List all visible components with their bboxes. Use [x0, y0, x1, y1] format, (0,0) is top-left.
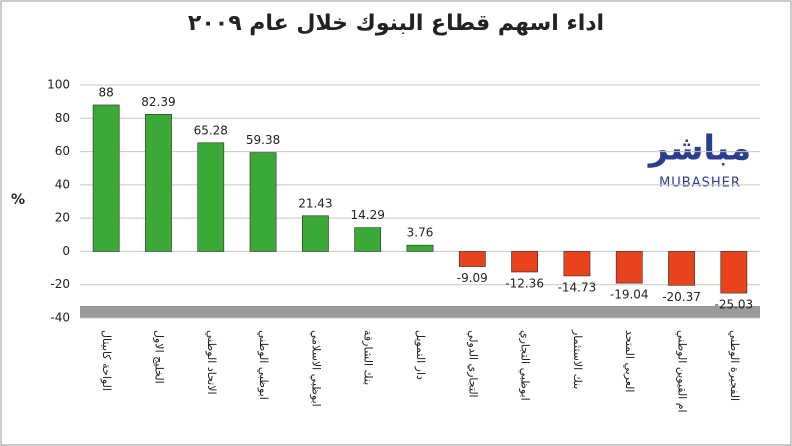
x-tick-label: دار التمويل: [414, 330, 427, 380]
x-tick-label: الخليج الاول: [152, 330, 165, 384]
y-tick-label: 20: [55, 211, 70, 225]
bar: [145, 114, 172, 252]
x-tick-label: ام القيوين الوطني: [676, 330, 689, 413]
value-label: 14.29: [351, 208, 385, 222]
x-tick-label: ابوظبي الوطني: [257, 330, 270, 400]
y-tick-label: 80: [55, 111, 70, 125]
value-label: 88: [99, 85, 114, 99]
bar: [197, 142, 225, 252]
logo-arabic: مباشر: [647, 129, 751, 169]
value-label: -12.36: [505, 276, 544, 290]
x-tick-label: الفجيرة الوطني: [728, 330, 741, 401]
logo-latin: MUBASHER: [659, 176, 741, 191]
bar: [302, 215, 329, 252]
bar: [249, 152, 277, 252]
chart-title: اداء اسهم قطاع البنوك خلال عام ٢٠٠٩: [188, 11, 604, 36]
value-label: 21.43: [298, 196, 332, 210]
x-tick-label: الاتحاد الوطني: [205, 330, 218, 395]
bar: [668, 251, 695, 286]
x-tick-label: ابوظبي الاسلامي: [309, 330, 322, 407]
y-tick-label: 60: [55, 144, 70, 158]
x-tick-label: بنك الشارقة: [362, 330, 375, 385]
value-label: -25.03: [715, 298, 754, 312]
bar: [720, 251, 748, 294]
y-tick-label: 0: [62, 244, 70, 258]
value-label: 59.38: [246, 133, 280, 147]
y-tick-label: -20: [50, 277, 70, 291]
x-tick-label: العربي المتحد: [623, 330, 636, 392]
floor: [80, 306, 760, 318]
y-axis-label: %: [11, 192, 25, 208]
bar: [354, 227, 382, 252]
value-label: -9.09: [457, 271, 488, 285]
bar: [615, 251, 643, 284]
x-tick-label: ابوظبي التجاري: [519, 330, 532, 401]
value-label: -14.73: [558, 280, 597, 294]
value-label: 65.28: [194, 123, 228, 137]
value-label: -19.04: [610, 288, 649, 302]
bar: [92, 104, 120, 252]
value-label: -20.37: [662, 290, 701, 304]
value-label: 3.76: [407, 226, 434, 240]
value-label: 82.39: [141, 95, 175, 109]
x-tick-label: بنك الاستثمار: [571, 329, 584, 389]
x-tick-label: التجاري الدولي: [466, 330, 479, 398]
bar: [563, 251, 591, 277]
y-tick-label: 100: [47, 78, 70, 92]
bar: [458, 251, 486, 267]
x-tick-label: الواحة كابيتال: [100, 330, 113, 391]
bar: [406, 244, 434, 252]
y-tick-label: 40: [55, 177, 70, 191]
bar: [511, 251, 538, 273]
y-tick-label: -40: [50, 311, 70, 325]
